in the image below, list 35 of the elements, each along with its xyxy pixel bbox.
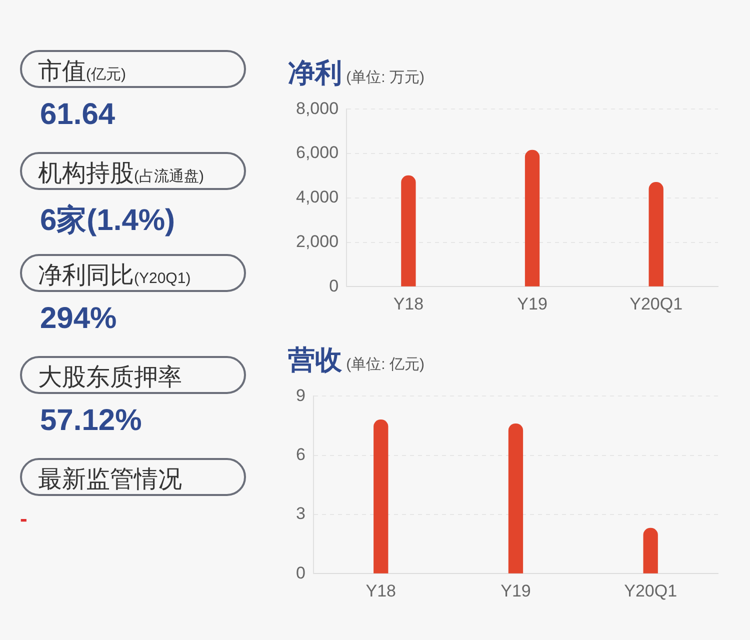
x-tick-label: Y18 — [366, 581, 396, 600]
text: 294% — [39, 301, 118, 337]
text: 57.12% — [39, 403, 143, 439]
y-tick-label: 4,000 — [296, 188, 339, 207]
x-tick-label: Y18 — [393, 294, 424, 314]
bar — [374, 420, 388, 574]
x-tick-label: Y19 — [517, 294, 548, 314]
bar — [401, 175, 416, 286]
x-tick-label: Y20Q1 — [624, 581, 678, 600]
y-tick-label: 0 — [329, 276, 339, 296]
chart-title: 营收 — [288, 345, 342, 375]
bar — [643, 528, 658, 574]
chart-subtitle: (单位: 万元) — [345, 69, 424, 86]
x-tick-label: Y20Q1 — [630, 294, 683, 314]
chart-subtitle: (单位: 亿元) — [345, 356, 424, 373]
y-tick-label: 6,000 — [296, 143, 339, 162]
y-tick-label: 0 — [296, 563, 306, 582]
bar — [508, 423, 524, 574]
text: 61.64 — [39, 97, 116, 133]
y-tick-label: 6 — [296, 445, 306, 464]
y-tick-label: 2,000 — [296, 232, 339, 251]
text: 6家(1.4%) — [39, 202, 176, 239]
text: - — [20, 505, 28, 533]
x-tick-label: Y19 — [500, 581, 531, 600]
text: 最新监管情况 — [20, 458, 246, 496]
text: 大股东质押率 — [20, 356, 246, 394]
y-tick-label: 3 — [296, 504, 306, 524]
text: 市值(亿元) — [20, 50, 246, 88]
bar — [524, 150, 540, 286]
chart-title: 净利 — [288, 58, 342, 88]
y-tick-label: 9 — [296, 386, 306, 405]
text: 机构持股(占流通盘) — [20, 152, 246, 190]
text: 净利同比(Y20Q1) — [20, 254, 246, 292]
y-tick-label: 8,000 — [296, 98, 339, 118]
bar — [648, 182, 664, 286]
